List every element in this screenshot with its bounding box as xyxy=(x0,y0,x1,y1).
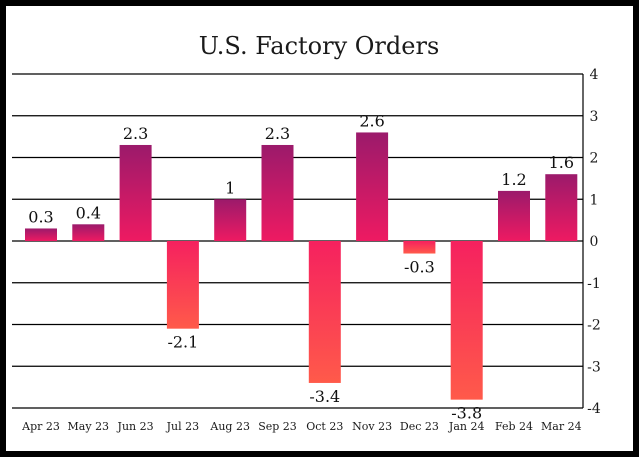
bar xyxy=(25,228,57,241)
bar xyxy=(403,241,436,254)
x-tick-label: Oct 23 xyxy=(306,420,343,433)
data-label: 1.6 xyxy=(549,153,574,172)
x-tick-label: Jan 24 xyxy=(448,420,485,433)
x-axis-ticks: Apr 23 May 23 Jun 23 Jul 23 Aug 23 Sep 23 Oct … xyxy=(21,420,581,433)
x-tick-label: Apr 23 xyxy=(21,420,60,433)
bars xyxy=(25,132,578,400)
y-tick-label: 1 xyxy=(590,192,599,208)
gridlines xyxy=(12,73,584,409)
data-label: -0.3 xyxy=(404,258,435,277)
data-label: 2.3 xyxy=(265,124,290,143)
bar xyxy=(261,144,294,241)
bar xyxy=(498,190,530,241)
data-label: -3.4 xyxy=(309,387,340,406)
data-labels: 0.3 0.4 2.3 -2.1 1 2.3 -3.4 2.6 -0.3 -3.8 1.2 1.6 xyxy=(28,111,574,422)
x-tick-label: Nov 23 xyxy=(352,420,392,433)
x-tick-label: Mar 24 xyxy=(541,420,582,433)
factory-orders-chart: U.S. Factory Orders 0.3 0.4 2.3 -2.1 1 2.3 -3.… xyxy=(12,32,601,433)
y-axis-ticks: 4 3 2 1 0 -1 -2 -3 -4 xyxy=(587,67,601,417)
bar xyxy=(308,241,341,383)
chart-title: U.S. Factory Orders xyxy=(199,32,440,60)
data-label: 1.2 xyxy=(501,170,526,189)
y-tick-label: -3 xyxy=(587,359,601,375)
y-tick-label: -2 xyxy=(587,318,601,334)
data-label: 1 xyxy=(225,178,235,197)
bar xyxy=(166,241,199,329)
data-label: 2.3 xyxy=(123,124,148,143)
data-label: 2.6 xyxy=(359,111,384,130)
bar xyxy=(545,174,578,241)
bar xyxy=(214,199,247,241)
x-tick-label: Dec 23 xyxy=(400,420,439,433)
y-tick-label: -4 xyxy=(587,401,601,417)
y-tick-label: 3 xyxy=(590,109,599,125)
bar xyxy=(450,241,483,400)
x-tick-label: Sep 23 xyxy=(258,420,297,433)
data-label: -2.1 xyxy=(167,333,198,352)
x-tick-label: Jul 23 xyxy=(166,420,200,433)
x-tick-label: Jun 23 xyxy=(117,420,154,433)
y-tick-label: -1 xyxy=(587,276,601,292)
bar xyxy=(72,224,105,241)
y-tick-label: 4 xyxy=(590,67,599,83)
x-tick-label: Aug 23 xyxy=(209,420,250,433)
bar xyxy=(356,132,389,241)
data-label: -3.8 xyxy=(451,404,482,423)
y-tick-label: 2 xyxy=(590,151,599,167)
y-tick-label: 0 xyxy=(590,234,599,250)
x-tick-label: Feb 24 xyxy=(495,420,533,433)
chart-frame: U.S. Factory Orders 0.3 0.4 2.3 -2.1 1 2.3 -3.… xyxy=(6,6,633,451)
data-label: 0.4 xyxy=(76,203,101,222)
data-label: 0.3 xyxy=(28,207,53,226)
bar xyxy=(119,144,152,241)
x-tick-label: May 23 xyxy=(68,420,110,433)
